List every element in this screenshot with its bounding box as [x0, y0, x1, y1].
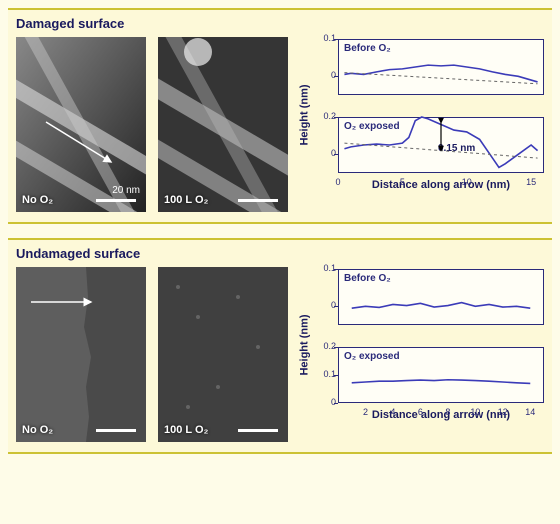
damaged-images: No O₂ 20 nm 100 L O₂ [16, 37, 288, 212]
damaged-o2-image: 100 L O₂ [158, 37, 288, 212]
damaged-title: Damaged surface [16, 16, 544, 31]
undamaged-chart-before: Before O₂ Height (nm) 00.1 [298, 267, 548, 341]
scalebar-icon [238, 199, 278, 202]
xlabel: Distance along arrow (nm) [338, 409, 544, 421]
undamaged-charts: Before O₂ Height (nm) 00.1 O₂ exposed Di… [298, 267, 548, 419]
undamaged-body: No O₂ 100 L O₂ Bef [16, 267, 544, 442]
damaged-chart-after: O₂ exposed 0.15 nm Distance along arrow … [298, 115, 548, 189]
chart-subtitle: Before O₂ [344, 273, 391, 284]
undamaged-o2-image: 100 L O₂ [158, 267, 288, 442]
undamaged-chart-after: O₂ exposed Distance along arrow (nm) 00.… [298, 345, 548, 419]
undamaged-title: Undamaged surface [16, 246, 544, 261]
scalebar-icon [96, 199, 136, 202]
o2-label: 100 L O₂ [164, 424, 208, 436]
undamaged-images: No O₂ 100 L O₂ [16, 267, 288, 442]
o2-label: 100 L O₂ [164, 194, 208, 206]
scalebar-icon [96, 429, 136, 432]
undamaged-no-o2-image: No O₂ [16, 267, 146, 442]
xlabel: Distance along arrow (nm) [338, 179, 544, 191]
no-o2-label: No O₂ [22, 424, 53, 436]
stm-texture-icon [16, 267, 146, 442]
undamaged-panel: Undamaged surface No O₂ [8, 238, 552, 454]
no-o2-label: No O₂ [22, 194, 53, 206]
damaged-chart-before: Before O₂ Height (nm) 00.1 [298, 37, 548, 111]
stm-texture-icon [158, 267, 288, 442]
damaged-no-o2-image: No O₂ 20 nm [16, 37, 146, 212]
chart-subtitle: Before O₂ [344, 43, 391, 54]
chart-subtitle: O₂ exposed [344, 351, 400, 362]
damaged-charts: Before O₂ Height (nm) 00.1 O₂ exposed 0.… [298, 37, 548, 189]
chart-subtitle: O₂ exposed [344, 121, 400, 132]
peak-annotation: 0.15 nm [438, 143, 475, 154]
stm-texture-icon [158, 37, 288, 212]
scalebar-icon [238, 429, 278, 432]
damaged-body: No O₂ 20 nm 100 L O₂ Before O₂ [16, 37, 544, 212]
scalebar-label: 20 nm [112, 185, 140, 196]
damaged-panel: Damaged surface No O₂ 20 nm [8, 8, 552, 224]
